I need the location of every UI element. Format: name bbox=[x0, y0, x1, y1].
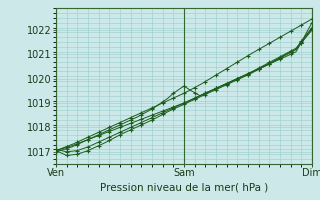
X-axis label: Pression niveau de la mer( hPa ): Pression niveau de la mer( hPa ) bbox=[100, 182, 268, 192]
